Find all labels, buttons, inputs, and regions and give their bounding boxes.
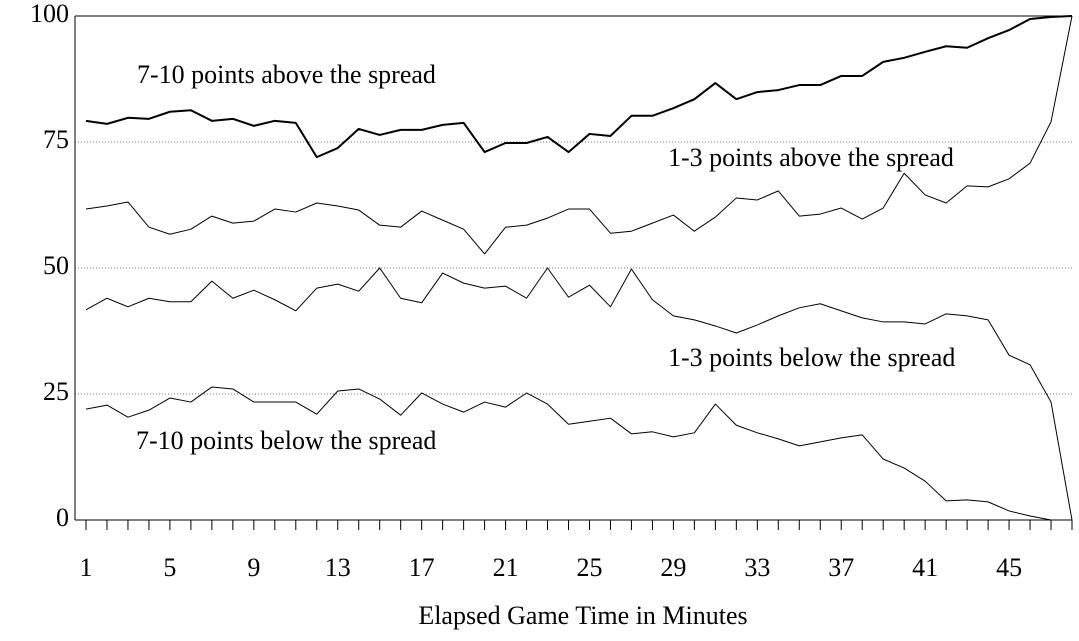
series-line <box>85 386 1072 521</box>
x-tick-label: 33 <box>744 553 770 582</box>
y-tick-label: 100 <box>30 0 69 28</box>
y-tick-label: 50 <box>43 251 69 280</box>
series-line <box>85 267 1073 521</box>
x-axis-label: Elapsed Game Time in Minutes <box>418 601 747 630</box>
series-line <box>85 15 1073 159</box>
x-tick-label: 25 <box>576 553 602 582</box>
x-tick-label: 1 <box>80 553 93 582</box>
x-tick-label: 29 <box>660 553 686 582</box>
y-tick-label: 0 <box>56 503 69 532</box>
y-tick-label: 75 <box>43 125 69 154</box>
series-label: 7-10 points above the spread <box>137 60 436 89</box>
x-tick-label: 45 <box>996 553 1022 582</box>
x-tick-label: 41 <box>912 553 938 582</box>
series-line <box>85 15 1073 255</box>
x-tick-label: 37 <box>828 553 854 582</box>
x-tick-label: 13 <box>325 553 351 582</box>
x-tick-label: 21 <box>493 553 519 582</box>
series-label: 1-3 points above the spread <box>668 143 954 172</box>
series-label: 1-3 points below the spread <box>668 343 955 372</box>
x-tick-label: 5 <box>163 553 176 582</box>
x-tick-label: 17 <box>409 553 435 582</box>
x-tick-label: 9 <box>247 553 260 582</box>
series-label: 7-10 points below the spread <box>136 426 436 455</box>
y-tick-label: 25 <box>43 377 69 406</box>
